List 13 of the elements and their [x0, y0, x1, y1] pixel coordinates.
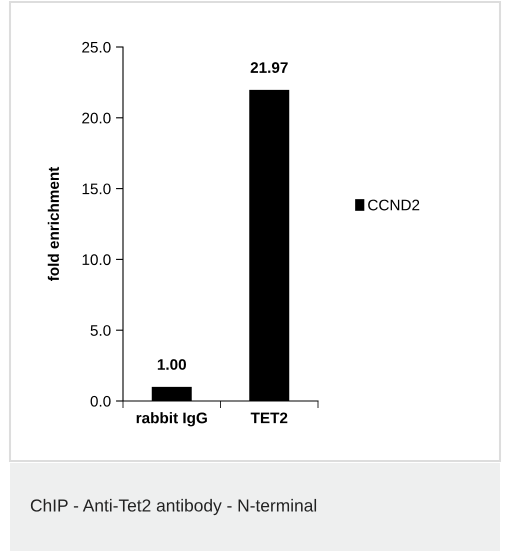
- y-tick-label: 25.0: [82, 42, 111, 53]
- x-tick-label: rabbit IgG: [136, 412, 207, 426]
- y-tick-label: 0.0: [90, 396, 111, 407]
- y-tick-label: 20.0: [82, 112, 111, 124]
- legend-label: CCND2: [368, 200, 420, 210]
- y-axis-title: fold enrichment: [48, 166, 59, 282]
- y-tick-label: 5.0: [90, 325, 111, 336]
- text: 21.97: [250, 62, 288, 73]
- x-tick-label: TET2: [250, 412, 288, 424]
- y-tick-label: 15.0: [82, 183, 111, 194]
- text: ChIP - Anti-Tet2 antibody - N-terminal: [30, 498, 316, 516]
- y-tick-label: 10.0: [82, 254, 111, 266]
- text: 1.00: [158, 359, 186, 370]
